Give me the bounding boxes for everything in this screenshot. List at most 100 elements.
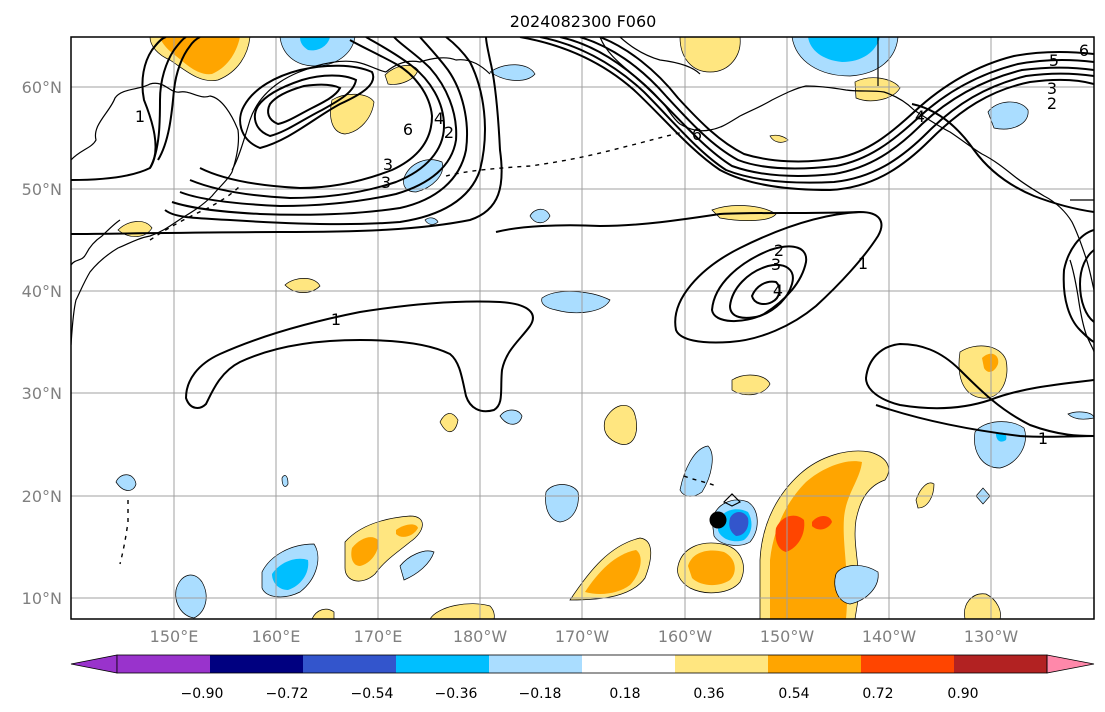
lat-label: 60°N (22, 78, 62, 97)
lon-label: 130°W (964, 627, 1019, 646)
latitude-labels: 10°N 20°N 30°N 40°N 50°N 60°N (22, 78, 62, 608)
lat-label: 20°N (22, 487, 62, 506)
lat-label: 10°N (22, 589, 62, 608)
coastline-asia (71, 82, 240, 346)
anomaly-patch-small-negative-3 (281, 475, 289, 487)
contour-lines (71, 37, 1094, 438)
contour-trough-2 (149, 37, 187, 169)
colorbar-swatch (582, 655, 676, 673)
lon-label: 170°W (555, 627, 610, 646)
aleutian-islands (445, 131, 685, 177)
anomaly-patch-dateline-tropical-core (585, 550, 641, 594)
lon-label: 160°E (252, 627, 301, 646)
contour-north-6 (199, 39, 434, 190)
anomaly-patch-small-negative-1 (424, 217, 439, 225)
contour-low-3 (728, 264, 794, 319)
colorbar-label: 0.54 (778, 686, 809, 702)
colorbar-swatch (396, 655, 490, 673)
anomaly-patch-north-pacific-negative (529, 208, 551, 224)
contour-inner-loop-3 (267, 83, 342, 126)
lon-label: 170°E (354, 627, 403, 646)
figure-title: 2024082300 F060 (510, 12, 657, 31)
hawaiian-islands (683, 475, 717, 487)
anomaly-patch-aleutian-negative (403, 159, 444, 193)
contour-east-loop-2 (1078, 249, 1094, 323)
contour-low-2 (710, 245, 808, 323)
colorbar-swatch (954, 655, 1048, 673)
contour-east-1 (911, 103, 1094, 213)
contour-label: 4 (434, 109, 444, 128)
colorbar-swatch (768, 655, 862, 673)
contour-label: 4 (773, 281, 783, 300)
coastline-panhandle (913, 109, 1094, 291)
contour-label: 3 (383, 155, 393, 174)
contour-east-loop (1062, 229, 1094, 343)
contour-gulf-line (495, 211, 861, 233)
contour-north-5 (189, 37, 446, 200)
contour-low-1 (674, 210, 883, 344)
contour-inner-loop-2 (253, 74, 358, 138)
colorbar-label: −0.54 (351, 686, 394, 702)
colorbar-label: −0.18 (519, 686, 562, 702)
contour-label: 6 (403, 120, 413, 139)
contour-alaska-5 (599, 37, 1094, 163)
anomaly-patch-east-subtropical-negative (974, 421, 1026, 469)
lon-label: 150°W (760, 627, 815, 646)
colorbar-labels: −0.90 −0.72 −0.54 −0.36 −0.18 0.18 0.36 … (181, 686, 979, 702)
anomaly-patch-west-tropical-core-2 (396, 524, 418, 537)
contour-label: 2 (1047, 94, 1057, 113)
colorbar-swatch (861, 655, 955, 673)
contour-label: 4 (915, 107, 925, 126)
colorbar-label: 0.36 (693, 686, 724, 702)
contour-label: 1 (331, 310, 341, 329)
contour-label: 5 (1049, 51, 1059, 70)
coastline-west-coast (1069, 259, 1094, 353)
coastlines (71, 37, 1094, 353)
contour-alaska-2 (539, 37, 1094, 184)
longitude-labels: 150°E 160°E 170°E 180°W 170°W 160°W 150°… (150, 627, 1019, 646)
colorbar-extend-max (1046, 654, 1095, 674)
anomaly-patch-panhandle-negative (987, 101, 1029, 130)
anomaly-patch-alaska-core (808, 37, 880, 62)
contour-north-1 (71, 37, 503, 235)
anomaly-patch-tropical-negative-1 (545, 484, 579, 523)
lon-label: 180°W (453, 627, 508, 646)
anomaly-patch-west-tropical-negative-core (272, 558, 309, 590)
anomaly-patch-east-tropical-negative (834, 565, 879, 605)
anomaly-patch-small-negative-2 (115, 474, 137, 491)
anomaly-shading (115, 37, 1094, 619)
lon-label: 160°W (658, 627, 713, 646)
lat-label: 50°N (22, 180, 62, 199)
map-panel: 1 1 1 1 2 2 2 3 3 3 3 4 4 4 5 6 6 6 10°N… (22, 36, 1095, 646)
colorbar-swatch (210, 655, 304, 673)
contour-label: 3 (381, 173, 391, 192)
colorbar-swatch (117, 655, 211, 673)
colorbar-swatches (70, 654, 1095, 674)
hawaii-island-outline (722, 493, 742, 507)
anomaly-patch-okhotsk-core (300, 37, 330, 51)
lon-label: 150°E (150, 627, 199, 646)
contour-label: 2 (444, 123, 454, 142)
contour-eastern-ridge (864, 342, 1094, 437)
lat-label: 30°N (22, 384, 62, 403)
anomaly-patch-west-tropical-negative-2 (399, 550, 435, 581)
anomaly-patch-west-edge-positive (311, 608, 335, 619)
colorbar-label: 0.90 (947, 686, 978, 702)
contour-alaska-4 (579, 37, 1094, 170)
colorbar-swatch (675, 655, 769, 673)
contour-north-3 (171, 37, 469, 216)
contour-label: 6 (692, 125, 702, 144)
contour-trough-3 (157, 37, 201, 161)
contour-trough-1 (71, 37, 167, 181)
contour-ridge-south (875, 404, 1094, 438)
anomaly-patch-dateline-negative (499, 409, 523, 425)
mariana-islands (119, 500, 129, 565)
anomaly-patch-eastpacific-core (982, 353, 999, 372)
contour-alaska-3 (559, 37, 1094, 177)
colorbar-label: −0.90 (181, 686, 224, 702)
anomaly-patch-aleutian-positive (769, 134, 789, 143)
coastline-kamchatka (231, 60, 387, 171)
island-chains (119, 131, 717, 565)
colorbar-label: −0.36 (435, 686, 478, 702)
hawaii-location-marker (709, 511, 727, 529)
